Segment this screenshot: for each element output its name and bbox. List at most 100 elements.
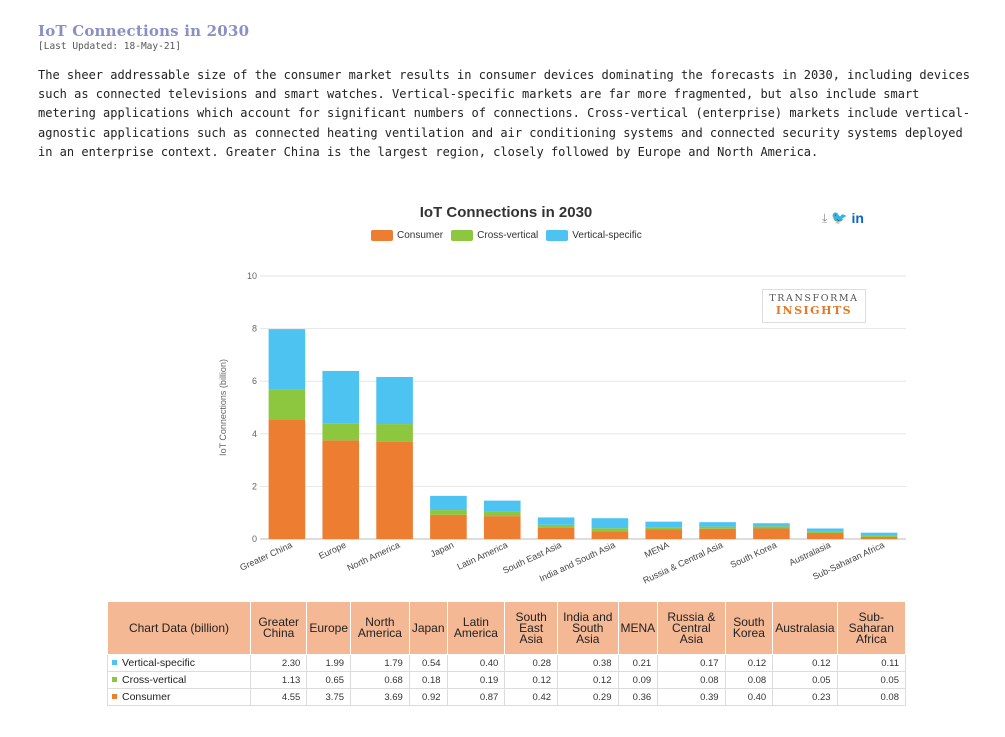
bar-segment[interactable] [537,527,575,539]
y-tick-label: 4 [252,429,257,439]
table-header-cell: Australasia [772,601,838,655]
bar-segment[interactable] [376,424,413,442]
table-cell: 0.23 [772,688,838,706]
table-cell: 0.12 [504,671,559,689]
bar-segment[interactable] [699,526,736,529]
logo-line-1: TRANSFORMA [769,293,859,304]
table-cell: 0.12 [724,654,774,672]
x-tick-label: South Korea [729,540,779,570]
table-cell: 0.65 [306,671,352,689]
bar-segment[interactable] [376,376,413,425]
linkedin-icon[interactable]: in [851,210,864,226]
page-title: IoT Connections in 2030 [38,22,250,40]
legend-swatch-consumer [371,230,393,241]
table-cell: 0.29 [557,688,619,706]
table-cell: 0.21 [617,654,659,672]
bar-chart: 0 2 4 6 8 10 IoT Connections (billion) Greater … [218,271,906,586]
download-icon[interactable]: ⤓ [822,211,828,225]
chart-title: IoT Connections in 2030 [419,204,593,221]
bar-segment[interactable] [322,440,360,539]
chart-legend: Consumer Cross-vertical Vertical-specifi… [371,230,642,241]
bar-segment[interactable] [645,529,683,539]
bar-segment[interactable] [430,495,467,511]
bar-segment[interactable] [430,510,467,515]
table-cell: 0.42 [504,688,559,706]
twitter-icon[interactable]: 🐦 [831,210,848,225]
table-cell: 0.36 [617,688,659,706]
x-tick-label: North America [346,540,402,573]
table-cell: 0.08 [836,688,907,706]
bar-segment[interactable] [591,531,629,539]
table-header-title: Chart Data (billion) [107,601,251,655]
legend-item-cross-vertical[interactable]: Cross-vertical [451,230,538,241]
bar-segment[interactable] [430,514,467,539]
bar-segment[interactable] [537,517,575,525]
table-cell: 1.99 [306,654,352,672]
share-toolbar: ⤓ 🐦 in [822,210,864,226]
bar-segment[interactable] [645,521,683,528]
x-tick-label: Greater China [238,540,293,573]
y-tick-label: 0 [252,534,257,544]
y-tick-label: 10 [247,271,257,281]
table-row: Consumer 4.55 3.75 3.69 0.92 0.87 0.42 0.29 0.36… [107,688,907,706]
table-cell: 4.55 [249,688,308,706]
table-cell: 0.05 [836,671,907,689]
bar-segment[interactable] [806,528,844,532]
table-header-cell: Sub-Saharan Africa [836,601,907,655]
table-cell: 1.13 [249,671,308,689]
table-header-cell: Latin America [446,601,506,655]
legend-swatch-vertical-specific [546,230,569,241]
table-row-label: Cross-vertical [122,674,187,686]
bar-segment[interactable] [860,535,898,537]
table-header-cell: MENA [617,601,659,655]
table-header-cell: Europe [306,601,352,655]
y-axis-title: IoT Connections (billion) [218,359,228,456]
table-cell: 0.08 [724,671,774,689]
bar-segment[interactable] [483,511,521,517]
table-row: Cross-vertical 1.13 0.65 0.68 0.18 0.19 0.12 0.… [107,671,907,689]
table-header-cell: Greater China [249,601,308,655]
legend-item-consumer[interactable]: Consumer [371,230,443,241]
table-header-row: Chart Data (billion) Greater China Europe… [107,601,907,655]
bar-segment[interactable] [806,531,844,533]
bar-segment[interactable] [753,528,790,539]
bar-segment[interactable] [806,532,844,539]
bar-segment[interactable] [753,526,790,529]
bar-segment[interactable] [753,523,790,527]
bar-segment[interactable] [268,389,306,420]
bar-segment[interactable] [268,419,306,539]
table-cell: 0.18 [408,671,448,689]
bar-segment[interactable] [483,500,521,512]
chart-data-table: Chart Data (billion) Greater China Europe… [107,601,907,706]
table-header-cell: South Korea [724,601,774,655]
table-cell: 0.11 [836,654,907,672]
bar-segment[interactable] [322,423,360,441]
logo-line-2: INSIGHTS [775,304,853,317]
bar-segment[interactable] [860,536,898,539]
bar-segment[interactable] [645,527,683,530]
bar-segment[interactable] [699,528,736,539]
legend-item-vertical-specific[interactable]: Vertical-specific [546,230,642,241]
bar-segment[interactable] [860,532,898,536]
legend-label-consumer: Consumer [397,230,444,241]
bar-segment[interactable] [591,528,629,532]
bar-segment[interactable] [537,524,575,528]
table-row-label-cell: Cross-vertical [107,671,251,689]
bar-segment[interactable] [483,516,521,539]
y-tick-label: 8 [252,324,257,334]
transforma-insights-logo: TRANSFORMA INSIGHTS [762,289,866,323]
bar-segment[interactable] [699,522,736,527]
legend-swatch-cross-vertical [451,230,474,241]
table-row: Vertical-specific 2.30 1.99 1.79 0.54 0.40 0.2… [107,654,907,672]
table-cell: 0.38 [557,654,619,672]
table-cell: 3.69 [350,688,410,706]
bar-segment[interactable] [376,441,413,539]
table-header-cell: South East Asia [504,601,559,655]
bar-segment[interactable] [591,518,629,529]
series-color-marker [112,693,117,699]
bar-segment[interactable] [268,329,306,390]
last-updated-text: [Last Updated: 18-May-21] [38,41,181,52]
bar-segment[interactable] [322,370,360,424]
table-header-cell: Japan [408,601,448,655]
table-cell: 0.19 [446,671,506,689]
